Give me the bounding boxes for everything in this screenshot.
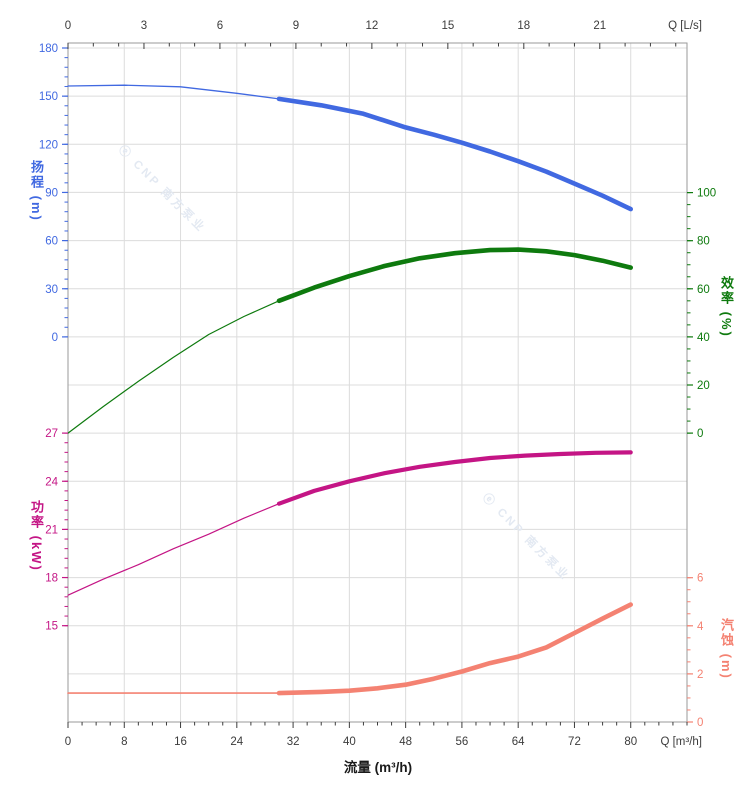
efficiency-tick-label: 0 [697, 428, 703, 440]
brand-watermark: ⓔ CNP 南方泵业 [116, 142, 209, 235]
power-curve [67, 450, 633, 596]
efficiency-tick-label: 80 [697, 236, 710, 248]
bottom-axis-tick-label: 64 [512, 736, 525, 748]
head-tick-label: 60 [45, 236, 58, 248]
efficiency-tick-label: 100 [697, 188, 716, 200]
head-tick-label: 0 [52, 332, 58, 344]
efficiency-tick-label: 40 [697, 332, 710, 344]
power-tick-label: 24 [45, 476, 58, 488]
bottom-axis-tick-label: 56 [456, 736, 469, 748]
bottom-x-axis: 0 8 16 24 32 40 48 56 64 72 80 Q [m³/h] [65, 722, 702, 748]
gridlines [68, 43, 687, 722]
npsh-tick-label: 0 [697, 717, 703, 729]
top-axis-tick-label: 15 [441, 20, 454, 32]
top-axis-tick-label: 0 [65, 20, 71, 32]
head-curve [67, 84, 633, 212]
npsh-tick-label: 2 [697, 669, 703, 681]
power-tick-label: 15 [45, 621, 58, 633]
bottom-axis-unit-label: Q [m³/h] [660, 736, 702, 748]
top-axis-unit-label: Q [L/s] [668, 20, 702, 32]
head-tick-label: 180 [39, 43, 58, 55]
head-tick-label: 90 [45, 187, 58, 199]
power-axis-title: 功率 (kW) [29, 500, 44, 572]
head-tick-label: 120 [39, 139, 58, 151]
efficiency-curve [67, 247, 633, 434]
top-axis-tick-label: 6 [217, 20, 223, 32]
flow-axis-caption: 流量 (m³/h) [343, 760, 413, 775]
top-axis-tick-label: 21 [593, 20, 606, 32]
bottom-axis-tick-label: 48 [399, 736, 412, 748]
head-axis-title: 扬程 (m) [29, 160, 44, 222]
head-tick-label: 150 [39, 91, 58, 103]
npsh-curve [67, 602, 633, 696]
watermark: ⓔ CNP 南方泵业 ⓔ CNP 南方泵业 [116, 142, 573, 583]
npsh-tick-label: 6 [697, 573, 703, 585]
bottom-axis-tick-label: 8 [121, 736, 127, 748]
bottom-axis-tick-label: 24 [230, 736, 243, 748]
plot-border [67, 42, 688, 723]
power-axis: 15 18 21 24 27 [45, 428, 68, 633]
efficiency-tick-label: 60 [697, 284, 710, 296]
top-x-axis: 0 3 6 9 12 15 18 21 Q [L/s] [65, 20, 702, 49]
efficiency-tick-label: 20 [697, 380, 710, 392]
brand-watermark: ⓔ CNP 南方泵业 [480, 490, 573, 583]
bottom-axis-tick-label: 32 [287, 736, 300, 748]
npsh-tick-label: 4 [697, 621, 704, 633]
head-tick-label: 30 [45, 284, 58, 296]
power-tick-label: 21 [45, 524, 58, 536]
bottom-axis-tick-label: 0 [65, 736, 71, 748]
npsh-axis-title: 汽蚀 (m) [719, 618, 734, 680]
power-tick-label: 27 [45, 428, 58, 440]
top-axis-tick-label: 12 [365, 20, 378, 32]
npsh-axis: 0 2 4 6 [687, 573, 704, 729]
top-axis-tick-label: 9 [293, 20, 299, 32]
bottom-axis-tick-label: 40 [343, 736, 356, 748]
top-axis-tick-label: 18 [517, 20, 530, 32]
bottom-axis-tick-label: 80 [624, 736, 637, 748]
bottom-axis-tick-label: 72 [568, 736, 581, 748]
power-tick-label: 18 [45, 573, 58, 585]
bottom-axis-tick-label: 16 [174, 736, 187, 748]
efficiency-axis-title: 效率 (%) [719, 276, 734, 338]
head-axis: 0 30 60 90 120 150 180 [39, 43, 68, 344]
top-axis-tick-label: 3 [141, 20, 147, 32]
efficiency-axis: 0 20 40 60 80 100 [687, 188, 716, 440]
